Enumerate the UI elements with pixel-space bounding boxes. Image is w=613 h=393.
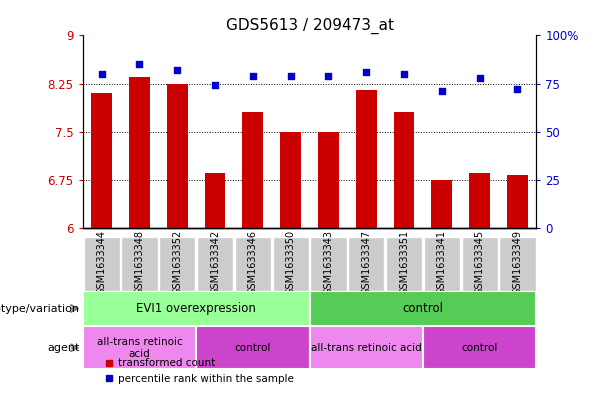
Text: GSM1633347: GSM1633347 bbox=[361, 230, 371, 295]
Text: GSM1633348: GSM1633348 bbox=[134, 230, 145, 295]
Bar bbox=[129, 77, 150, 228]
Point bbox=[475, 75, 485, 81]
Point bbox=[248, 73, 257, 79]
Point bbox=[286, 73, 295, 79]
Bar bbox=[356, 90, 376, 228]
Point bbox=[134, 61, 145, 67]
Point bbox=[324, 73, 333, 79]
Legend: transformed count, percentile rank within the sample: transformed count, percentile rank withi… bbox=[100, 354, 298, 388]
Text: GSM1633341: GSM1633341 bbox=[437, 230, 447, 295]
Bar bbox=[83, 291, 310, 326]
Title: GDS5613 / 209473_at: GDS5613 / 209473_at bbox=[226, 18, 394, 34]
Bar bbox=[432, 180, 452, 228]
Bar bbox=[197, 237, 233, 291]
Bar bbox=[462, 237, 498, 291]
Point bbox=[437, 88, 447, 94]
Bar bbox=[500, 237, 536, 291]
Bar bbox=[423, 326, 536, 369]
Point bbox=[210, 82, 220, 88]
Point bbox=[97, 71, 107, 77]
Text: GSM1633342: GSM1633342 bbox=[210, 230, 220, 295]
Text: GSM1633343: GSM1633343 bbox=[324, 230, 333, 295]
Bar bbox=[121, 237, 158, 291]
Bar bbox=[280, 132, 301, 228]
Text: GSM1633352: GSM1633352 bbox=[172, 230, 182, 295]
Text: all-trans retinoic
acid: all-trans retinoic acid bbox=[97, 337, 182, 358]
Bar bbox=[386, 237, 422, 291]
Bar bbox=[394, 112, 414, 228]
Bar bbox=[159, 237, 196, 291]
Bar bbox=[167, 83, 188, 228]
Text: control: control bbox=[462, 343, 498, 353]
Bar bbox=[348, 237, 384, 291]
Bar bbox=[196, 326, 310, 369]
Text: all-trans retinoic acid: all-trans retinoic acid bbox=[311, 343, 422, 353]
Bar bbox=[273, 237, 309, 291]
Bar bbox=[91, 93, 112, 228]
Text: GSM1633346: GSM1633346 bbox=[248, 230, 258, 295]
Text: control: control bbox=[403, 302, 443, 315]
Point bbox=[361, 69, 371, 75]
Bar bbox=[205, 173, 226, 228]
Bar bbox=[83, 326, 196, 369]
Text: genotype/variation: genotype/variation bbox=[0, 303, 80, 314]
Text: GSM1633345: GSM1633345 bbox=[474, 230, 485, 295]
Text: EVI1 overexpression: EVI1 overexpression bbox=[136, 302, 256, 315]
Point bbox=[172, 67, 182, 73]
Bar bbox=[507, 175, 528, 228]
Text: GSM1633344: GSM1633344 bbox=[97, 230, 107, 295]
Bar bbox=[235, 237, 271, 291]
Text: control: control bbox=[235, 343, 271, 353]
Bar bbox=[243, 112, 263, 228]
Bar bbox=[310, 237, 346, 291]
Text: GSM1633349: GSM1633349 bbox=[512, 230, 522, 295]
Text: agent: agent bbox=[47, 343, 80, 353]
Text: GSM1633351: GSM1633351 bbox=[399, 230, 409, 295]
Point bbox=[512, 86, 522, 92]
Bar bbox=[83, 237, 120, 291]
Bar bbox=[318, 132, 339, 228]
Bar bbox=[424, 237, 460, 291]
Point bbox=[399, 71, 409, 77]
Bar bbox=[470, 173, 490, 228]
Bar bbox=[310, 326, 423, 369]
Text: GSM1633350: GSM1633350 bbox=[286, 230, 295, 295]
Bar bbox=[310, 291, 536, 326]
